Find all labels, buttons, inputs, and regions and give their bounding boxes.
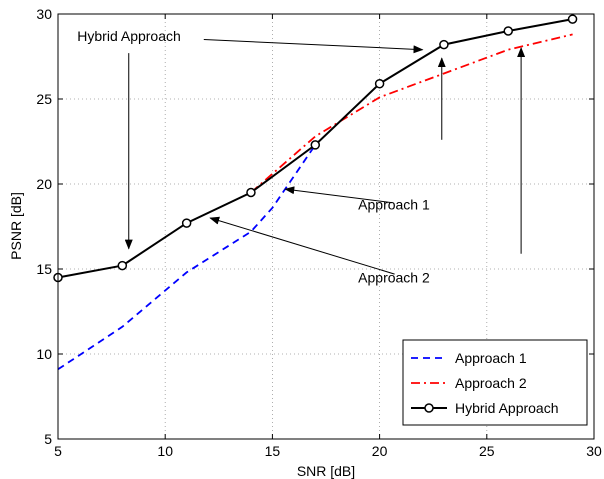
y-tick-label: 25 [36, 91, 52, 107]
data-point [439, 39, 449, 50]
data-point [246, 187, 256, 198]
data-point [117, 260, 128, 271]
y-tick-label: 5 [44, 431, 52, 447]
y-axis-label: PSNR [dB] [8, 192, 24, 260]
data-point [310, 140, 321, 150]
x-axis-label: SNR [dB] [297, 463, 355, 479]
x-tick-label: 5 [54, 443, 62, 459]
y-tick-label: 20 [36, 176, 52, 192]
data-point [181, 218, 192, 228]
annotation-label: Approach 1 [358, 197, 430, 213]
annotations-group: Hybrid Approach Approach 1 Approach 2 [77, 28, 526, 286]
annotation-arrow [203, 39, 424, 54]
annotation-label: Hybrid Approach [77, 28, 181, 44]
y-tick-label: 10 [36, 346, 52, 362]
series-line-approach-1 [57, 144, 317, 371]
legend: Approach 1 Approach 2 Hybrid Approach [402, 339, 588, 426]
legend-label: Hybrid Approach [455, 400, 559, 416]
x-tick-label: 10 [157, 443, 173, 459]
data-point [567, 14, 578, 24]
y-tick-label: 15 [36, 261, 52, 277]
x-tick-label: 20 [372, 443, 388, 459]
y-tick-label: 30 [36, 6, 52, 22]
annotation-label: Approach 2 [358, 270, 430, 286]
legend-label: Approach 2 [455, 375, 527, 391]
ticks-group: 5 10 15 20 25 30 5 10 15 20 25 30 [36, 6, 602, 459]
legend-marker [424, 403, 434, 413]
grid [58, 14, 594, 439]
plot-frame [57, 13, 595, 440]
annotation-arrow [209, 216, 395, 275]
x-tick-label: 15 [265, 443, 281, 459]
x-tick-label: 25 [479, 443, 495, 459]
annotation-arrow [284, 186, 393, 204]
data-point [374, 78, 385, 89]
data-point [503, 26, 513, 36]
legend-label: Approach 1 [455, 350, 527, 366]
x-tick-label: 30 [586, 443, 602, 459]
